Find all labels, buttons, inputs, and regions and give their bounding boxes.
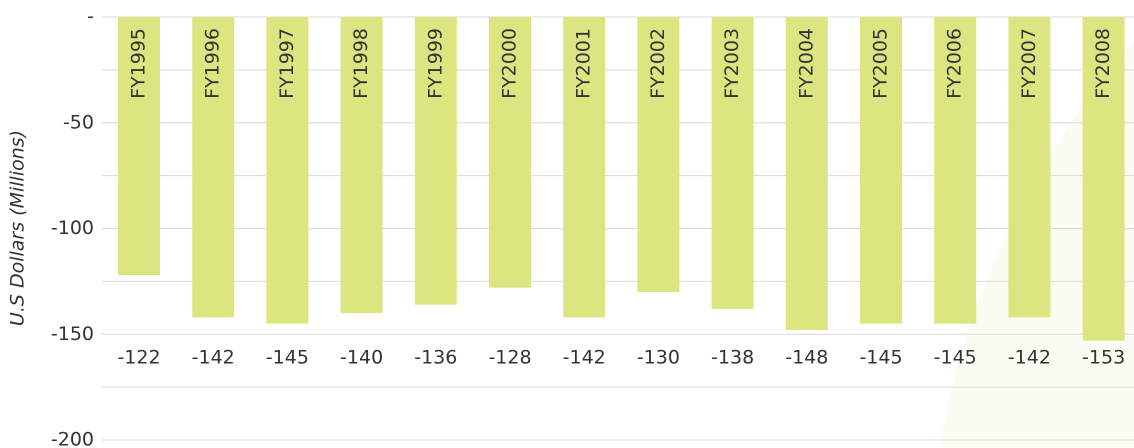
value-label: -142 (1008, 347, 1051, 369)
bar (192, 17, 235, 318)
category-label: FY2003 (721, 28, 743, 99)
y-tick-label: -50 (63, 111, 94, 133)
bar (934, 17, 977, 324)
value-label: -130 (637, 347, 680, 369)
value-label: -122 (117, 347, 160, 369)
bar (489, 17, 531, 288)
category-label: FY2004 (795, 28, 817, 99)
bar (118, 17, 160, 276)
value-label: -145 (859, 347, 902, 369)
value-label: -148 (785, 347, 828, 369)
y-axis-title: U.S Dollars (Millions) (7, 130, 29, 326)
category-label: FY1997 (276, 28, 298, 99)
category-label: FY2001 (573, 28, 595, 99)
category-label: FY2007 (1018, 28, 1040, 99)
category-label: FY2000 (499, 28, 521, 99)
bar (266, 17, 309, 324)
category-label: FY2005 (870, 28, 892, 99)
value-label: -128 (488, 347, 531, 369)
bar (1082, 17, 1125, 341)
category-label: FY2006 (944, 28, 966, 99)
category-label: FY1998 (350, 28, 372, 99)
y-tick-label: -100 (51, 217, 94, 239)
bar (637, 17, 680, 292)
category-label: FY2002 (647, 28, 669, 99)
category-label: FY2008 (1092, 28, 1114, 99)
value-label: -138 (711, 347, 754, 369)
bar (340, 17, 383, 314)
value-label: -142 (563, 347, 606, 369)
value-label: -145 (266, 347, 309, 369)
bar (1008, 17, 1051, 318)
bar (414, 17, 457, 305)
y-tick-label: - (87, 6, 94, 28)
value-label: -136 (414, 347, 457, 369)
y-tick-label: -200 (51, 429, 94, 448)
value-label: -153 (1082, 347, 1125, 369)
bar (711, 17, 754, 309)
bar (860, 17, 902, 324)
value-label: -145 (934, 347, 977, 369)
bar (563, 17, 606, 318)
y-tick-label: -150 (51, 323, 94, 345)
category-label: FY1996 (202, 28, 224, 99)
value-label: -142 (192, 347, 235, 369)
value-label: -140 (340, 347, 383, 369)
bar (785, 17, 828, 331)
category-label: FY1999 (424, 28, 446, 99)
category-label: FY1995 (128, 28, 150, 99)
